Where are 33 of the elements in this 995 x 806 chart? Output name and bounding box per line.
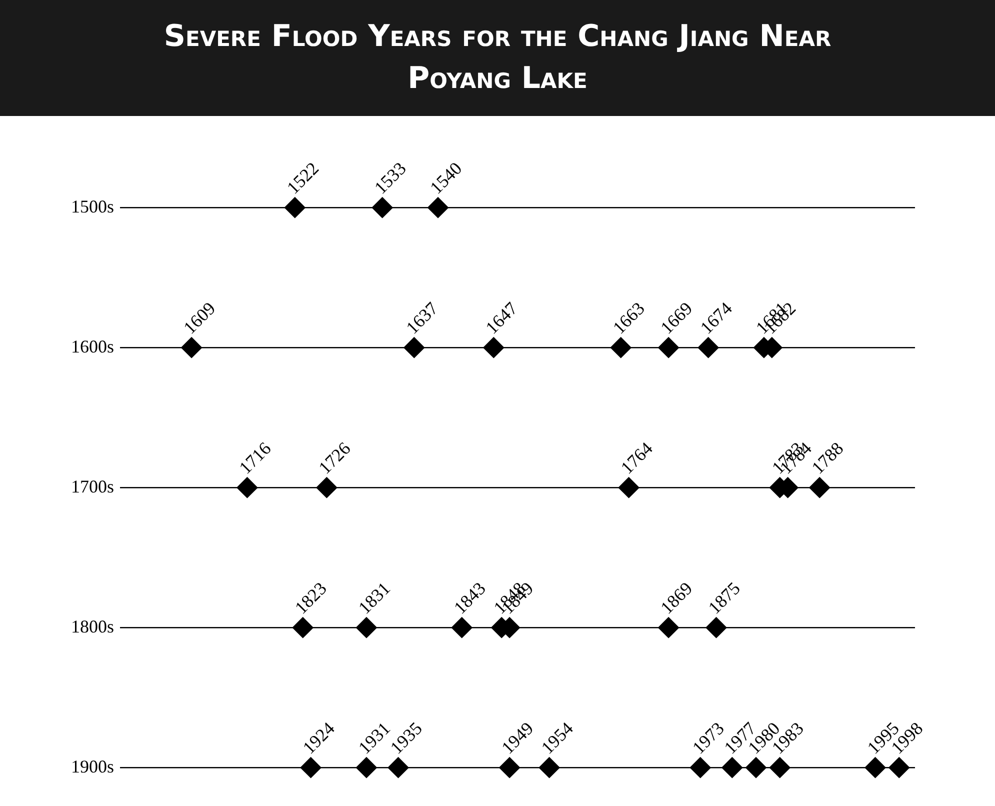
point (451, 617, 472, 638)
point (181, 337, 202, 358)
data-label: 1831 (354, 578, 394, 618)
point (404, 337, 425, 358)
point (722, 757, 743, 778)
point (658, 337, 680, 358)
point (356, 617, 377, 638)
point (888, 757, 910, 778)
point (292, 617, 314, 638)
y-tick-label: 1700s (70, 476, 114, 496)
point (300, 757, 322, 778)
point (809, 477, 830, 498)
y-tick-label: 1900s (70, 756, 114, 776)
point (658, 617, 680, 638)
point (356, 757, 377, 778)
chart-title: Severe Flood Years for the Chang Jiang Near Poyang Lake (0, 0, 995, 116)
point (618, 477, 640, 498)
point (698, 337, 719, 358)
y-tick-label: 1500s (70, 196, 114, 216)
point (610, 337, 632, 358)
point (769, 757, 790, 778)
y-tick-label: 1800s (70, 616, 114, 636)
point (706, 617, 727, 638)
point (388, 757, 409, 778)
point (483, 337, 504, 358)
point (316, 477, 338, 498)
point (499, 757, 520, 778)
y-tick-label: 1600s (70, 336, 114, 356)
point (236, 477, 258, 498)
point (690, 757, 711, 778)
point (538, 757, 560, 778)
point (864, 757, 886, 778)
point (746, 757, 766, 778)
